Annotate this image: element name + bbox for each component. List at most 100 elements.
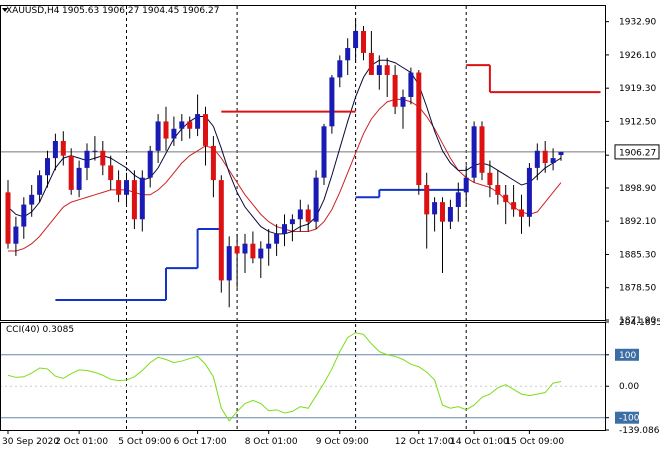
x-tick-label: 14 Oct 01:00 xyxy=(450,437,509,447)
candle-body xyxy=(479,126,485,173)
candle-body xyxy=(345,48,351,61)
candle-body xyxy=(108,165,114,181)
candle-body xyxy=(124,180,129,195)
candle-body xyxy=(408,72,414,97)
cci-tick-label: 100 xyxy=(619,351,636,361)
candle-body xyxy=(116,180,122,195)
cci-tick-label: -100 xyxy=(619,414,640,424)
candle-body xyxy=(550,158,556,163)
candle-body xyxy=(131,180,137,220)
chevron-down-icon xyxy=(2,8,8,12)
candle-body xyxy=(21,204,27,227)
ohlc-readout: 1905.63 1906.27 1904.45 1906.27 xyxy=(62,6,219,16)
candle-body xyxy=(45,158,50,176)
candle-body xyxy=(353,30,359,49)
candle-body xyxy=(60,140,66,156)
x-tick-label: 15 Oct 09:00 xyxy=(505,437,564,447)
candle-body xyxy=(368,52,374,75)
candle-body xyxy=(37,175,43,195)
candle-body xyxy=(258,248,264,259)
candle-body xyxy=(242,243,248,254)
y-tick-label: 1926.10 xyxy=(619,51,656,61)
x-tick-label: 8 Oct 01:00 xyxy=(245,437,298,447)
y-tick-label: 1885.30 xyxy=(619,250,656,260)
candle-body xyxy=(195,114,201,129)
candle-body xyxy=(84,150,90,168)
candle-body xyxy=(416,72,422,186)
price-panel-frame xyxy=(0,5,606,321)
candle-body xyxy=(139,177,145,220)
candle-body xyxy=(455,192,461,208)
cci-label: CCI(40) 0.3085 xyxy=(6,325,74,335)
candle-body xyxy=(29,194,35,205)
candle-body xyxy=(179,121,185,129)
candle-body xyxy=(558,151,564,156)
candle-body xyxy=(13,226,19,244)
candle-body xyxy=(511,202,517,210)
candle-body xyxy=(503,194,509,203)
candle-body xyxy=(68,155,74,190)
candle-body xyxy=(424,185,430,215)
candle-body xyxy=(5,192,11,244)
candle-body xyxy=(187,121,193,129)
candle-body xyxy=(210,145,216,181)
candle-body xyxy=(100,150,106,166)
candle-body xyxy=(289,219,295,225)
cci-level-box xyxy=(615,411,639,424)
candle-body xyxy=(313,177,319,222)
candle-body xyxy=(392,74,398,107)
y-tick-label: 1898.90 xyxy=(619,184,656,194)
candles-layer xyxy=(5,18,564,308)
cci-tick-label: 204.1635 xyxy=(619,318,660,328)
current-price-box xyxy=(614,144,660,160)
y-tick-label: 1892.10 xyxy=(619,217,656,227)
candle-body xyxy=(274,233,280,244)
candle-body xyxy=(171,128,177,139)
candle-body xyxy=(432,202,438,215)
candle-body xyxy=(519,209,524,217)
candle-body xyxy=(463,177,469,193)
x-tick-label: 9 Oct 09:00 xyxy=(316,437,369,447)
candle-body xyxy=(266,243,272,249)
candle-body xyxy=(218,180,224,281)
y-tick-label: 1878.50 xyxy=(619,284,656,294)
candle-body xyxy=(92,150,98,152)
y-tick-label: 1932.90 xyxy=(619,18,656,28)
cci-level-box xyxy=(615,348,639,361)
candle-body xyxy=(234,246,240,254)
cci-tick-label: 0.00 xyxy=(619,382,639,392)
candle-body xyxy=(534,150,540,168)
candle-body xyxy=(495,185,501,195)
candle-body xyxy=(282,224,287,234)
candle-body xyxy=(155,121,161,151)
x-tick-label: 6 Oct 17:00 xyxy=(174,437,227,447)
candle-body xyxy=(526,167,532,217)
x-tick-label: 12 Oct 17:00 xyxy=(395,437,454,447)
candle-body xyxy=(226,246,232,281)
candle-body xyxy=(52,140,58,159)
y-tick-label: 1912.50 xyxy=(619,117,656,127)
candle-body xyxy=(542,150,548,163)
candle-body xyxy=(297,209,303,220)
candle-body xyxy=(163,121,169,139)
y-tick-label: 1871.90 xyxy=(619,316,656,326)
candle-body xyxy=(329,77,335,127)
candle-body xyxy=(337,60,343,78)
candle-body xyxy=(471,126,477,178)
x-tick-label: 2 Oct 01:00 xyxy=(55,437,108,447)
symbol-label: XAUUSD,H4 xyxy=(6,6,60,16)
candle-body xyxy=(305,209,311,222)
cci-panel-frame xyxy=(0,322,606,431)
axes-layer: 1932.901926.101919.301912.501905.601898.… xyxy=(0,5,660,447)
trailing-stop-layer xyxy=(55,64,601,301)
candle-body xyxy=(250,243,256,259)
candle-body xyxy=(384,65,390,75)
candle-body xyxy=(203,114,208,146)
candle-body xyxy=(447,207,453,222)
candle-body xyxy=(147,150,153,178)
candle-body xyxy=(361,30,366,53)
cci-layer xyxy=(0,332,605,422)
candle-body xyxy=(400,96,406,107)
current-price-label: 1906.27 xyxy=(619,148,656,158)
